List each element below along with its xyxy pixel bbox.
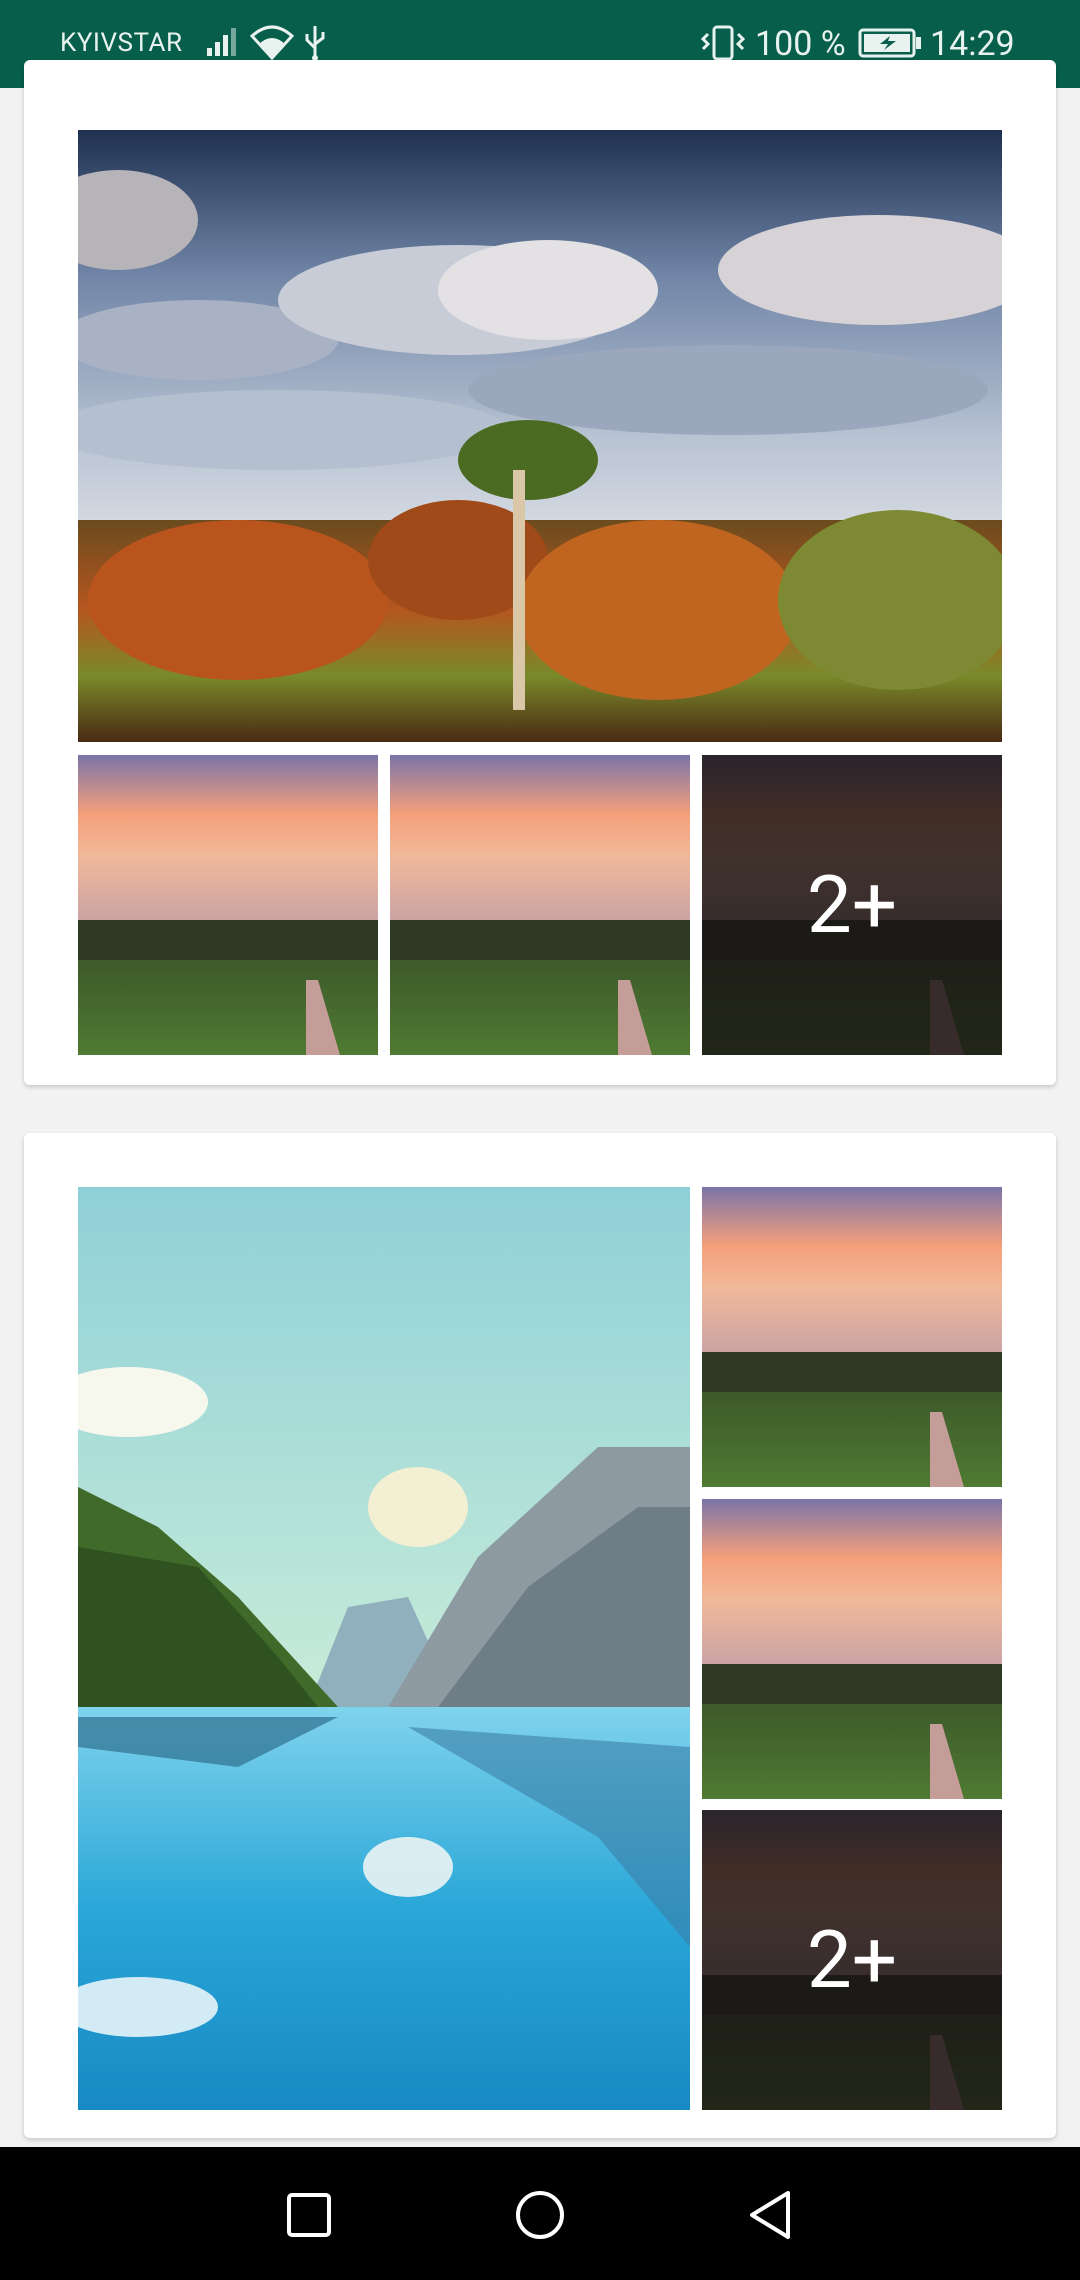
- sunset-field-path-image[interactable]: [390, 755, 690, 1055]
- clock: 14:29: [930, 24, 1015, 64]
- navigation-bar: [0, 2147, 1080, 2280]
- more-count-label: 2+: [702, 755, 1002, 1055]
- home-button[interactable]: [512, 2187, 568, 2243]
- circle-icon: [516, 2191, 564, 2239]
- battery-charging-icon: [858, 28, 922, 66]
- signal-icon: [205, 24, 241, 66]
- usb-icon: [302, 24, 328, 70]
- vibrate-icon: [700, 24, 746, 70]
- wifi-icon: [249, 24, 295, 68]
- battery-percent: 100 %: [755, 24, 846, 64]
- forest-landscape-image[interactable]: [78, 130, 1002, 742]
- post-card: 2+: [24, 60, 1056, 1085]
- post-card: 2+: [24, 1133, 1056, 2138]
- recents-button[interactable]: [281, 2187, 337, 2243]
- triangle-back-icon: [750, 2191, 790, 2239]
- more-images-tile[interactable]: 2+: [702, 755, 1002, 1055]
- more-images-tile[interactable]: 2+: [702, 1810, 1002, 2110]
- carrier-name: KYIVSTAR: [60, 28, 183, 58]
- sunset-field-path-image[interactable]: [702, 1187, 1002, 1487]
- square-icon: [287, 2193, 331, 2237]
- mountain-lake-image[interactable]: [78, 1187, 690, 2110]
- sunset-field-path-image[interactable]: [702, 1499, 1002, 1799]
- back-button[interactable]: [742, 2187, 798, 2243]
- more-count-label: 2+: [702, 1810, 1002, 2110]
- sunset-field-path-image[interactable]: [78, 755, 378, 1055]
